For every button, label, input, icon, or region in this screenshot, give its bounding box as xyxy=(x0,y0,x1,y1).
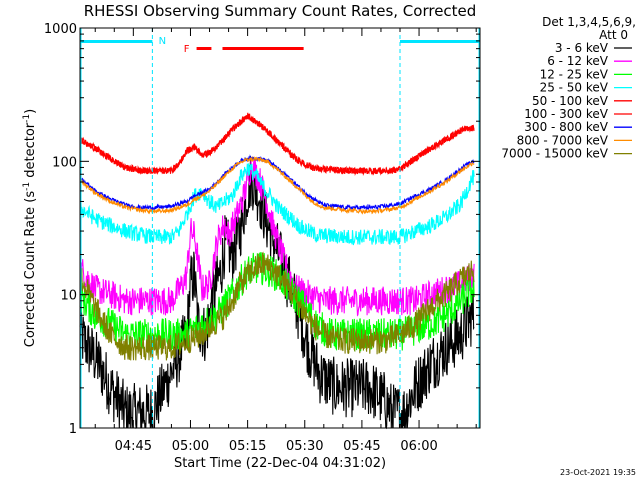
legend-label-2: 6 - 12 keV xyxy=(547,54,609,68)
legend-label-9: 7000 - 15000 keV xyxy=(501,147,608,161)
legend-header-1: Det 1,3,4,5,6,9, xyxy=(542,15,636,29)
y-axis-label: Corrected Count Rate (s-1 detector-1) xyxy=(22,109,38,347)
y-tick-label: 10 xyxy=(60,289,77,304)
x-tick-label: 04:45 xyxy=(115,439,152,454)
x-tick-label: 05:00 xyxy=(172,439,209,454)
y-axis-label-part2: detector xyxy=(23,122,38,182)
y-tick-label: 100 xyxy=(52,155,77,170)
night-bar-1 xyxy=(80,40,153,43)
night-markers: N xyxy=(80,28,480,428)
flare-bar-1 xyxy=(196,47,212,50)
legend-label-6: 100 - 300 keV xyxy=(524,107,608,121)
series-line-6 xyxy=(79,113,475,176)
flare-bar-2 xyxy=(222,47,304,50)
legend-label-4: 25 - 50 keV xyxy=(540,81,609,95)
y-axis-label-part3: ) xyxy=(23,109,38,114)
legend-label-3: 12 - 25 keV xyxy=(540,67,609,81)
night-bar-2 xyxy=(400,40,480,43)
series-line-2 xyxy=(79,157,475,317)
flare-label: F xyxy=(184,44,190,55)
y-tick-label: 1000 xyxy=(44,22,77,37)
plot-area xyxy=(79,112,475,430)
legend-label-7: 300 - 800 keV xyxy=(524,120,608,134)
y-axis-label-part1: Corrected Count Rate (s xyxy=(23,191,38,348)
y-tick-label: 1 xyxy=(69,422,77,437)
legend-label-1: 3 - 6 keV xyxy=(555,41,609,55)
series-line-4 xyxy=(79,163,475,246)
x-tick-label: 05:45 xyxy=(343,439,380,454)
timestamp: 23-Oct-2021 19:35 xyxy=(560,468,636,477)
series-group xyxy=(79,112,475,430)
y-axis-label-sup2: -1 xyxy=(22,114,32,123)
chart-title: RHESSI Observing Summary Count Rates, Co… xyxy=(84,2,477,20)
legend-header-2: Att 0 xyxy=(599,28,628,42)
series-line-9 xyxy=(79,251,475,361)
legend-label-8: 800 - 7000 keV xyxy=(517,133,609,147)
x-tick-label: 06:00 xyxy=(400,439,437,454)
y-axis: 1 10 100 1000 xyxy=(44,22,480,437)
x-axis: 04:45 05:00 05:15 05:30 05:45 06:00 xyxy=(94,28,477,454)
x-tick-label: 05:30 xyxy=(286,439,323,454)
x-axis-label: Start Time (22-Dec-04 04:31:02) xyxy=(174,456,386,471)
y-axis-label-sup1: -1 xyxy=(22,182,32,191)
night-label: N xyxy=(159,36,166,47)
flare-markers: F xyxy=(184,44,304,55)
x-tick-label: 05:15 xyxy=(229,439,266,454)
legend-label-5: 50 - 100 keV xyxy=(532,94,609,108)
plot-frame xyxy=(79,27,481,429)
series-line-8 xyxy=(79,155,475,215)
